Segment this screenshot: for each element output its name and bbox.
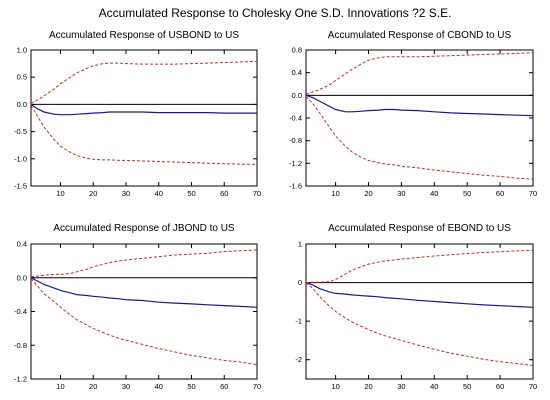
x-tick-label: 30 [397, 382, 405, 391]
y-tick-label: -0.8 [289, 136, 302, 145]
y-tick-label: -0.8 [14, 341, 27, 350]
y-tick-label: -1.6 [289, 182, 302, 191]
x-tick-label: 20 [364, 382, 372, 391]
panel-title-usbond: Accumulated Response of USBOND to US [49, 30, 239, 41]
y-tick-label: 1 [298, 240, 302, 249]
plot-frame-cbond [305, 49, 534, 187]
y-tick-label: 0.0 [17, 273, 27, 282]
y-tick-label: 0.4 [292, 68, 302, 77]
x-tick-label: 30 [122, 382, 130, 391]
series-lower-ebond [305, 282, 534, 366]
series-lower-cbond [305, 96, 534, 180]
y-tick-label: -2 [295, 355, 302, 364]
y-tick-label: 0.4 [17, 240, 27, 249]
y-tick-label: -0.4 [289, 114, 302, 123]
y-tick-label: -1.2 [289, 159, 302, 168]
panel-cbond: Accumulated Response of CBOND to US 0.8 0.… [289, 30, 537, 198]
x-tick-label: 50 [187, 382, 195, 391]
x-tick-label: 10 [56, 382, 64, 391]
x-tick-label: 20 [89, 189, 97, 198]
x-tick-label: 20 [89, 382, 97, 391]
y-tick-label: 1.0 [17, 46, 27, 55]
y-tick-label: -1.0 [14, 154, 27, 163]
x-tick-label: 60 [496, 382, 504, 391]
x-tick-label: 30 [397, 189, 405, 198]
y-tick-label: -1 [295, 317, 302, 326]
series-response-cbond [305, 94, 534, 117]
plot-frame-jbond [30, 243, 258, 380]
x-tick-label: 10 [331, 189, 339, 198]
x-tick-label: 70 [529, 189, 537, 198]
y-tick-label: 0 [298, 278, 302, 287]
y-tick-label: 0.8 [292, 46, 302, 55]
series-upper-usbond [30, 60, 258, 104]
x-tick-label: 60 [220, 189, 228, 198]
series-upper-cbond [305, 52, 534, 95]
x-tick-label: 40 [430, 382, 438, 391]
x-tick-label: 70 [253, 189, 261, 198]
series-response-ebond [305, 282, 534, 308]
series-response-jbond [30, 277, 258, 308]
x-tick-label: 60 [220, 382, 228, 391]
series-lower-usbond [30, 105, 257, 165]
x-tick-label: 50 [463, 189, 471, 198]
y-tick-label: -1.5 [14, 182, 27, 191]
figure-title: Accumulated Response to Cholesky One S.D… [98, 6, 452, 20]
x-tick-label: 10 [331, 382, 339, 391]
series-response-usbond [30, 103, 257, 116]
y-tick-label: -1.2 [14, 375, 27, 384]
panel-jbond: Accumulated Response of JBOND to US 0.4 0.… [14, 223, 261, 391]
panel-usbond: Accumulated Response of USBOND to US 1.0 0… [14, 30, 261, 198]
x-tick-label: 20 [364, 189, 372, 198]
x-tick-label: 40 [430, 189, 438, 198]
series-upper-ebond [305, 249, 534, 284]
y-tick-label: -0.5 [14, 127, 27, 136]
x-tick-label: 70 [253, 382, 261, 391]
x-tick-label: 50 [463, 382, 471, 391]
x-tick-label: 40 [155, 189, 163, 198]
y-tick-label: 0.0 [17, 100, 27, 109]
x-tick-label: 40 [155, 382, 163, 391]
panel-title-cbond: Accumulated Response of CBOND to US [328, 30, 512, 41]
y-tick-label: 0.5 [17, 73, 27, 82]
x-tick-label: 60 [496, 189, 504, 198]
series-lower-jbond [30, 278, 258, 366]
panel-title-ebond: Accumulated Response of EBOND to US [328, 223, 511, 234]
series-upper-jbond [30, 249, 258, 278]
y-tick-label: -0.4 [14, 307, 27, 316]
x-tick-label: 10 [56, 189, 64, 198]
x-tick-label: 50 [187, 189, 195, 198]
x-tick-label: 30 [122, 189, 130, 198]
plot-frame-ebond [305, 243, 534, 380]
x-tick-label: 70 [529, 382, 537, 391]
panel-title-jbond: Accumulated Response of JBOND to US [53, 223, 235, 234]
panel-ebond: Accumulated Response of EBOND to US10-1-… [295, 223, 537, 391]
y-tick-label: 0.0 [292, 91, 302, 100]
plot-frame-usbond [30, 49, 258, 187]
